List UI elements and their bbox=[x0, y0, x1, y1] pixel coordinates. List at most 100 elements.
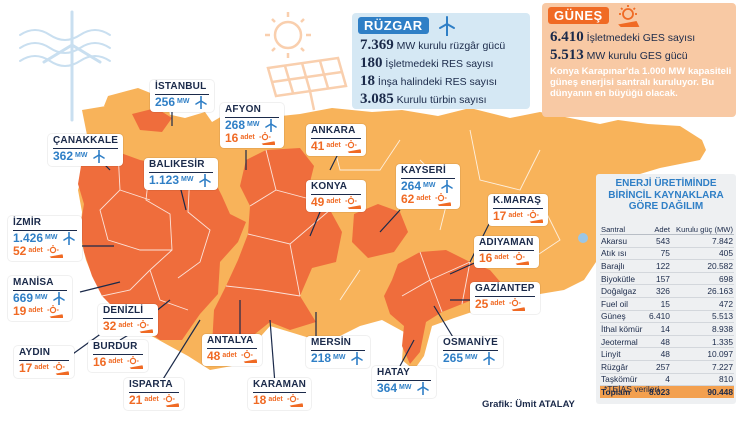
province-name: K.MARAŞ bbox=[493, 195, 543, 209]
table-row: Barajlı 122 20.582 bbox=[600, 259, 734, 273]
adet-unit: adet bbox=[268, 396, 283, 404]
solar-panel-icon bbox=[513, 251, 529, 265]
solar-count-line: 62 adet bbox=[401, 191, 455, 206]
table-row: Biyokütle 157 698 bbox=[600, 272, 734, 286]
solar-panel-icon bbox=[345, 195, 361, 209]
province-label: ANKARA 41 adet bbox=[306, 124, 366, 156]
plant-type: Biyokütle bbox=[600, 272, 647, 286]
table-total-row: Toplam 8.023 90.448 bbox=[600, 385, 734, 398]
province-label: İSTANBUL 256 MW bbox=[150, 80, 215, 112]
wind-row-text: MW kurulu rüzgâr gücü bbox=[396, 40, 506, 52]
mw-unit: MW bbox=[333, 354, 346, 362]
province-name: İZMİR bbox=[13, 217, 78, 231]
solar-count-line: 49 adet bbox=[311, 195, 361, 209]
wind-row-text: Kurulu türbin sayısı bbox=[396, 94, 487, 106]
plant-count: 15 bbox=[646, 297, 671, 311]
province-name: BALIKESİR bbox=[149, 159, 214, 173]
table-row: Doğalgaz 326 26.163 bbox=[600, 284, 734, 298]
solar-panel-icon bbox=[287, 393, 303, 407]
province-label: MERSİN 218 MW bbox=[306, 336, 371, 368]
wind-row-value: 7.369 bbox=[360, 37, 394, 53]
province-name: GAZİANTEP bbox=[475, 283, 535, 297]
plant-type: Doğalgaz bbox=[600, 284, 647, 298]
wind-capacity-line: 364 MW bbox=[377, 380, 431, 395]
kayseri-region bbox=[352, 204, 408, 258]
province-label: ANTALYA 48 adet bbox=[202, 334, 262, 366]
solar-count-line: 16 adet bbox=[479, 251, 534, 265]
wind-capacity-line: 264 MW bbox=[401, 179, 455, 193]
column-header: Adet bbox=[646, 225, 671, 235]
wind-capacity-value: 362 bbox=[53, 148, 74, 163]
central-provinces-region bbox=[212, 148, 342, 350]
province-label: K.MARAŞ 17 adet bbox=[488, 194, 548, 226]
wind-capacity-value: 364 bbox=[377, 380, 398, 395]
wind-capacity-value: 268 bbox=[225, 117, 246, 132]
solar-row-text: İşletmedeki GES sayısı bbox=[586, 32, 696, 44]
solar-panel-decoration bbox=[265, 12, 348, 111]
wind-turbine-icon bbox=[193, 95, 209, 109]
plant-type: Barajlı bbox=[600, 259, 647, 273]
wind-turbine-decoration bbox=[19, 10, 111, 122]
wind-turbine-icon bbox=[349, 351, 365, 365]
wind-row-value: 18 bbox=[360, 73, 375, 89]
province-label: DENİZLİ 32 adet bbox=[98, 304, 158, 336]
adet-unit: adet bbox=[222, 352, 237, 360]
wind-capacity-value: 218 bbox=[311, 350, 332, 365]
solar-count-value: 17 bbox=[493, 208, 507, 223]
wind-row-value: 180 bbox=[360, 55, 383, 71]
mw-unit: MW bbox=[399, 384, 412, 392]
lake bbox=[578, 233, 588, 243]
plant-type: Güneş bbox=[600, 310, 647, 324]
mw-unit: MW bbox=[45, 234, 58, 242]
solar-count-value: 62 bbox=[401, 191, 415, 206]
province-label: BALIKESİR 1.123 MW bbox=[144, 158, 219, 190]
energy-table: Santral Adet Kurulu güç (MW) Akarsu 543 7.… bbox=[600, 225, 734, 398]
province-name: OSMANİYE bbox=[443, 337, 498, 351]
wind-capacity-line: 1.426 MW bbox=[13, 231, 77, 245]
solar-panel-icon bbox=[345, 139, 361, 153]
installed-capacity: 1.335 bbox=[670, 335, 734, 349]
wind-capacity-line: 265 MW bbox=[443, 350, 498, 365]
adet-unit: adet bbox=[28, 307, 43, 315]
solar-count-line: 17 adet bbox=[493, 208, 543, 223]
wind-summary-box: RÜZGAR 7.369 MW kurulu rüzgâr gücü 180 İ… bbox=[352, 13, 530, 109]
solar-summary-box: GÜNEŞ 6.410 İşletmedeki GES sayısı 5.513… bbox=[542, 3, 736, 117]
installed-capacity: 7.227 bbox=[670, 360, 734, 374]
installed-capacity: 698 bbox=[670, 272, 734, 286]
table-row: Linyit 48 10.097 bbox=[600, 347, 734, 361]
solar-panel-icon bbox=[53, 361, 69, 375]
province-name: ADIYAMAN bbox=[479, 237, 534, 251]
province-name: ANTALYA bbox=[207, 335, 257, 349]
wind-turbine-icon bbox=[91, 149, 107, 163]
wind-turbine-icon bbox=[51, 291, 67, 305]
plant-type: İthal kömür bbox=[600, 322, 647, 336]
adet-unit: adet bbox=[508, 212, 523, 220]
adet-unit: adet bbox=[326, 198, 341, 206]
province-name: BURDUR bbox=[93, 341, 143, 355]
wind-turbine-icon bbox=[436, 16, 458, 41]
wind-turbine-icon bbox=[481, 351, 497, 365]
wind-turbine-icon bbox=[415, 381, 431, 395]
wind-capacity-value: 265 bbox=[443, 350, 464, 365]
solar-panel-icon bbox=[47, 244, 63, 258]
wind-capacity-value: 256 bbox=[155, 94, 176, 109]
province-label: MANİSA 669 MW 19 adet bbox=[8, 276, 73, 321]
province-label: ADIYAMAN 16 adet bbox=[474, 236, 539, 268]
solar-count-value: 17 bbox=[19, 360, 33, 375]
plant-count: 157 bbox=[646, 272, 671, 286]
adet-unit: adet bbox=[416, 195, 431, 203]
column-header: Kurulu güç (MW) bbox=[670, 225, 734, 235]
solar-count-value: 41 bbox=[311, 138, 325, 153]
plant-type: Jeotermal bbox=[600, 335, 647, 349]
column-header: Santral bbox=[600, 225, 647, 235]
wind-row: 7.369 MW kurulu rüzgâr gücü bbox=[360, 37, 505, 54]
mw-unit: MW bbox=[247, 121, 260, 129]
province-name: AYDIN bbox=[19, 347, 69, 361]
solar-count-value: 21 bbox=[129, 392, 143, 407]
province-label: AYDIN 17 adet bbox=[14, 346, 74, 378]
plant-type: Rüzgâr bbox=[600, 360, 647, 374]
installed-capacity: 20.582 bbox=[670, 259, 734, 273]
wind-capacity-value: 1.123 bbox=[149, 172, 180, 187]
southeast-provinces-region bbox=[384, 250, 502, 364]
